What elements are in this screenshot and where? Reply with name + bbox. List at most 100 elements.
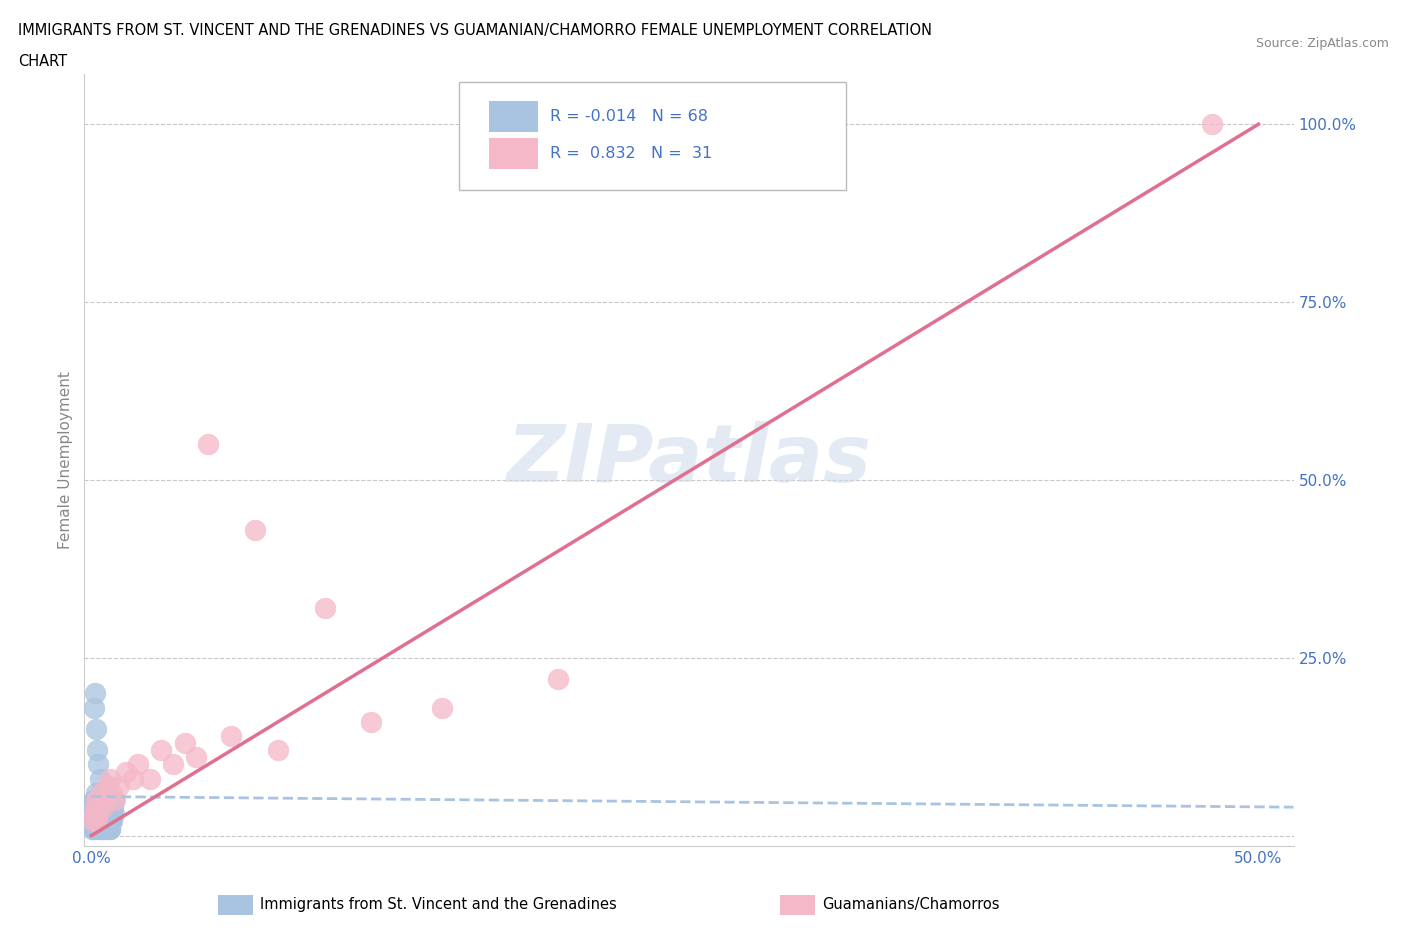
Point [101,800,124,815]
Point [93,807,115,822]
Point [83,792,105,807]
Text: ZIPatlas: ZIPatlas [506,421,872,499]
Point [430,700,453,715]
Point [86,800,108,815]
Point [83,807,105,822]
Point [90,792,112,807]
Point [101,786,124,801]
Point [197,437,219,452]
Point [98,821,121,836]
Text: IMMIGRANTS FROM ST. VINCENT AND THE GRENADINES VS GUAMANIAN/CHAMORRO FEMALE UNEM: IMMIGRANTS FROM ST. VINCENT AND THE GREN… [18,23,932,38]
Point [97,807,120,822]
Point [96,800,118,815]
Point [1201,117,1223,132]
Point [82,807,104,822]
Point [127,757,149,772]
Point [91,800,114,815]
Point [173,736,195,751]
Point [267,743,290,758]
Point [103,807,125,822]
Point [83,700,105,715]
Text: Source: ZipAtlas.com: Source: ZipAtlas.com [1256,37,1389,50]
Point [186,750,208,764]
Point [138,771,160,786]
Point [97,786,120,801]
Point [87,814,110,829]
Point [115,764,138,779]
Point [162,757,184,772]
Point [90,814,112,829]
Point [91,821,114,836]
Point [83,686,105,701]
Point [91,800,114,815]
Point [83,821,105,836]
Point [87,807,110,822]
Point [94,814,117,829]
Point [83,814,105,829]
Point [89,814,111,829]
Point [97,821,120,836]
Point [90,786,112,801]
Point [91,800,114,815]
Point [103,792,125,807]
Point [90,800,112,815]
Text: Guamanians/Chamorros: Guamanians/Chamorros [823,897,1000,912]
Point [90,821,112,836]
Y-axis label: Female Unemployment: Female Unemployment [58,371,73,550]
Point [360,714,382,729]
Point [84,722,107,737]
Point [90,807,112,822]
Point [87,792,110,807]
Point [94,792,117,807]
Point [90,786,112,801]
Point [84,821,107,836]
Text: CHART: CHART [18,54,67,69]
Point [93,807,115,822]
Point [86,743,108,758]
Bar [489,101,538,132]
Text: R =  0.832   N =  31: R = 0.832 N = 31 [550,146,711,161]
Point [89,807,111,822]
Point [150,743,173,758]
Bar [489,138,538,168]
Point [100,814,122,829]
Point [86,786,108,801]
Point [87,821,110,836]
Point [314,601,336,616]
Point [86,814,108,829]
Point [80,821,103,836]
Point [93,821,115,836]
Point [91,814,114,829]
Point [87,757,110,772]
Point [122,771,145,786]
Point [101,814,124,829]
Point [94,814,117,829]
Point [86,800,108,815]
Point [97,778,120,793]
Point [83,792,105,807]
Point [108,778,131,793]
Point [84,792,107,807]
Point [84,807,107,822]
Point [221,728,243,743]
FancyBboxPatch shape [460,82,846,191]
Point [104,792,127,807]
Point [82,800,104,815]
Point [98,814,121,829]
Point [80,814,103,829]
Point [87,807,110,822]
Point [80,814,103,829]
Point [93,792,115,807]
Point [84,807,107,822]
Point [98,814,121,829]
Point [83,814,105,829]
Point [86,814,108,829]
Point [243,523,266,538]
Text: Immigrants from St. Vincent and the Grenadines: Immigrants from St. Vincent and the Gren… [260,897,617,912]
Point [97,807,120,822]
Point [82,814,104,829]
Point [94,814,117,829]
Point [82,807,104,822]
Point [96,800,118,815]
Point [100,807,122,822]
